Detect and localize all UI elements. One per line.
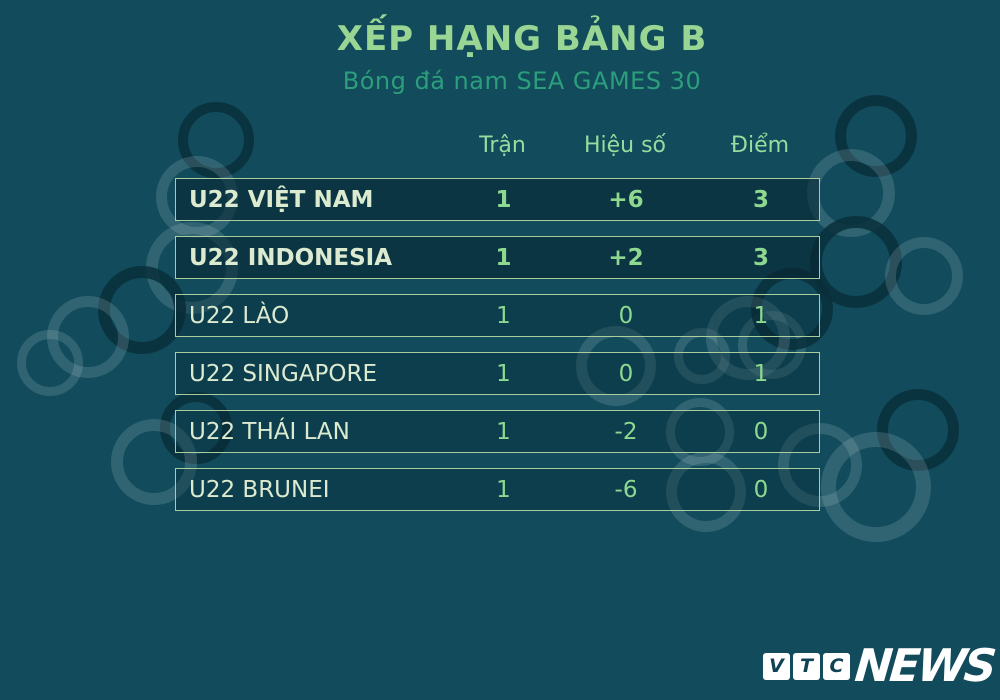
goal-difference: 0 (618, 302, 634, 329)
logo-letter-box: V (763, 652, 790, 680)
team-name: U22 THÁI LAN (189, 418, 350, 445)
column-header-points: Điểm (730, 132, 790, 158)
matches-played: 1 (495, 186, 512, 213)
logo-letter-box: C (823, 652, 850, 680)
page-subtitle: Bóng đá nam SEA GAMES 30 (342, 67, 702, 96)
table-header-row: Trận Hiệu số Điểm (175, 128, 820, 162)
table-row: U22 VIỆT NAM 1 +6 3 (175, 178, 820, 221)
column-header-played: Trận (479, 132, 526, 158)
table-row: U22 INDONESIA 1 +2 3 (175, 236, 820, 279)
goal-difference: -2 (614, 418, 638, 445)
points: 0 (753, 476, 769, 503)
olympic-ring-decoration (885, 237, 963, 315)
title-block: XẾP HẠNG BẢNG B Bóng đá nam SEA GAMES 30 (44, 19, 1000, 96)
goal-difference: +2 (608, 244, 644, 271)
team-name: U22 BRUNEI (189, 476, 330, 503)
matches-played: 1 (496, 418, 511, 445)
logo-letter-box: T (793, 652, 820, 680)
points: 1 (753, 302, 769, 329)
team-name: U22 LÀO (189, 302, 290, 329)
page-title: XẾP HẠNG BẢNG B (336, 19, 708, 59)
team-name: U22 INDONESIA (189, 244, 393, 271)
matches-played: 1 (496, 360, 511, 387)
goal-difference: +6 (608, 186, 644, 213)
goal-difference: -6 (614, 476, 638, 503)
matches-played: 1 (496, 302, 511, 329)
points: 3 (752, 186, 769, 213)
olympic-ring-decoration (576, 326, 656, 406)
standings-table: Trận Hiệu số Điểm U22 VIỆT NAM 1 +6 3 U2… (175, 128, 820, 511)
table-row: U22 LÀO 1 0 1 (175, 294, 820, 337)
table-body: U22 VIỆT NAM 1 +6 3 U22 INDONESIA 1 +2 3… (175, 178, 820, 511)
points: 0 (753, 418, 769, 445)
table-row: U22 THÁI LAN 1 -2 0 (175, 410, 820, 453)
table-row: U22 BRUNEI 1 -6 0 (175, 468, 820, 511)
matches-played: 1 (496, 476, 511, 503)
team-name: U22 VIỆT NAM (189, 186, 374, 213)
points: 3 (752, 244, 769, 271)
column-header-goal-difference: Hiệu số (583, 132, 667, 158)
matches-played: 1 (495, 244, 512, 271)
logo-wordmark: NEWS (852, 639, 996, 692)
goal-difference: 0 (618, 360, 634, 387)
points: 1 (753, 360, 769, 387)
team-name: U22 SINGAPORE (189, 360, 378, 387)
table-row: U22 SINGAPORE 1 0 1 (175, 352, 820, 395)
vtc-news-logo: V T C NEWS (763, 639, 996, 692)
olympic-ring-decoration (666, 452, 746, 532)
olympic-ring-decoration (706, 296, 790, 380)
olympic-ring-decoration (17, 330, 83, 396)
